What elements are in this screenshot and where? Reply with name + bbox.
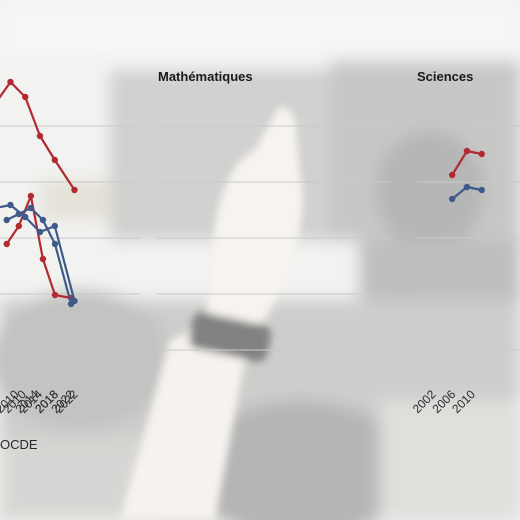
data-point [36, 228, 44, 236]
x-tick-label: 2010 [449, 387, 478, 416]
data-point [51, 222, 59, 230]
series-line [6, 206, 73, 305]
data-point [3, 240, 10, 248]
data-point [22, 213, 29, 221]
data-point [39, 255, 47, 263]
data-point [27, 204, 35, 212]
data-point [51, 291, 59, 299]
x-tick-label: 2022 [52, 387, 81, 416]
source-text: OCDE [0, 437, 38, 452]
data-point [51, 156, 59, 164]
data-point [7, 201, 14, 209]
math-panel: Mathématiques200220062010201420182022 [0, 69, 390, 416]
data-point [478, 150, 485, 158]
data-point [36, 132, 44, 140]
panel-title: Mathématiques [158, 69, 253, 84]
data-point [3, 216, 10, 224]
data-point [463, 183, 471, 191]
panel-title: Sciences [417, 69, 473, 84]
data-point [71, 297, 78, 305]
data-point [448, 195, 456, 203]
data-point [27, 192, 35, 200]
data-point [478, 186, 485, 194]
data-point [71, 186, 78, 194]
data-point [448, 171, 456, 179]
data-point [7, 78, 14, 86]
data-point [39, 216, 47, 224]
series-line [451, 149, 482, 176]
data-point [15, 222, 23, 230]
data-point [51, 240, 59, 248]
data-point [463, 147, 471, 155]
data-point [22, 93, 29, 101]
